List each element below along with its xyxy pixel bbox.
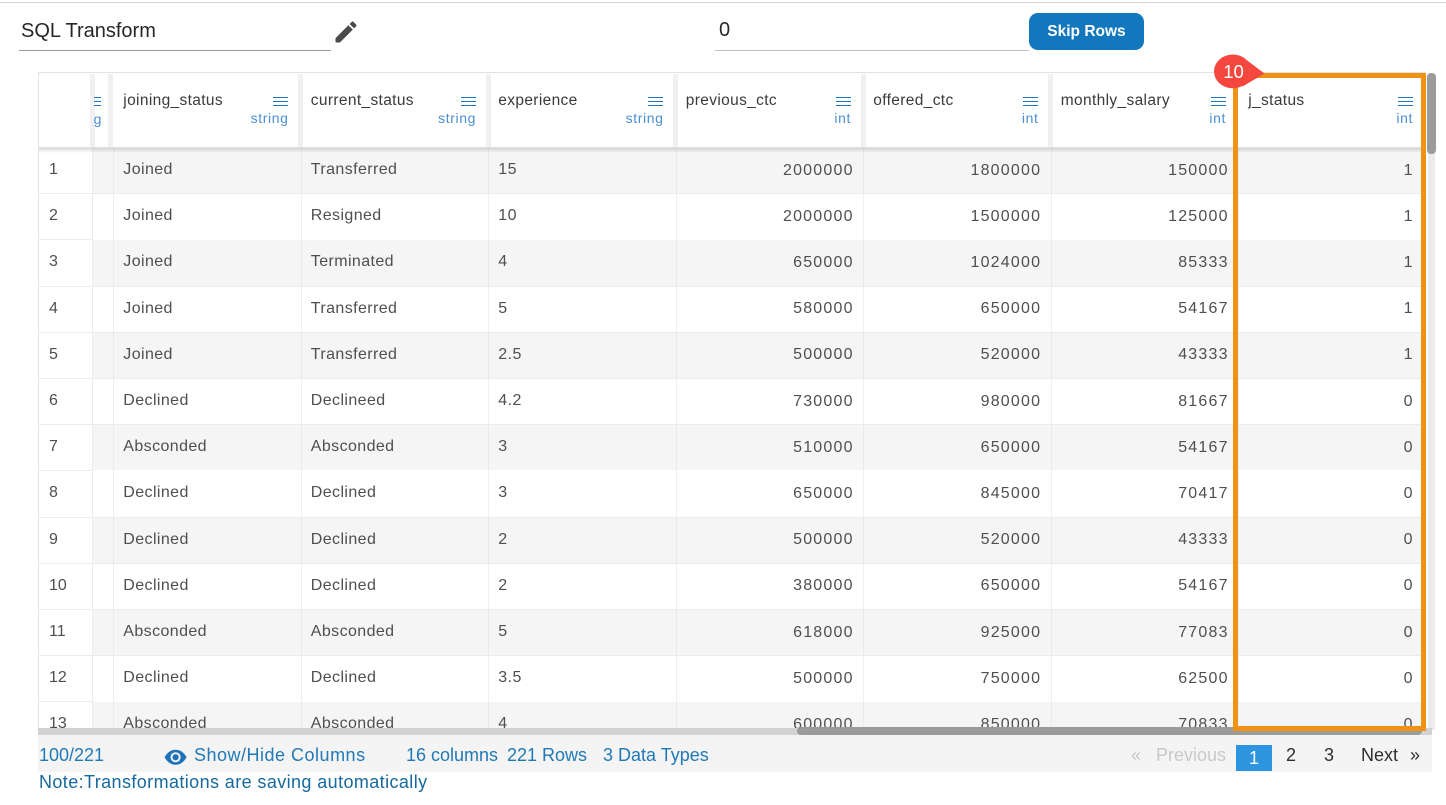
svg-text:10: 10 xyxy=(1223,61,1244,82)
